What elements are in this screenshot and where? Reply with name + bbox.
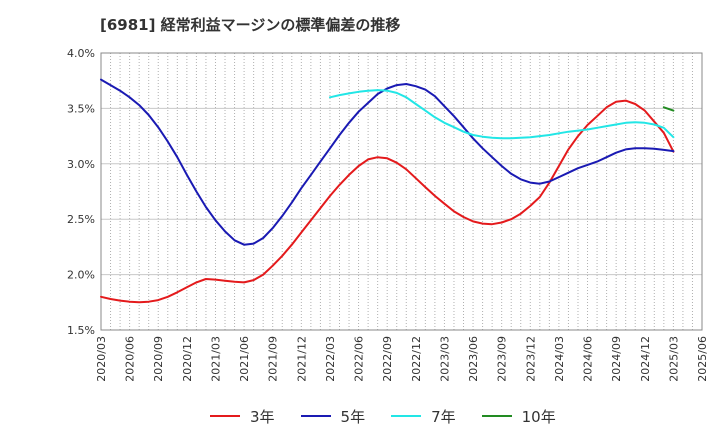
x-tick-label: 2022/09 — [381, 336, 394, 382]
series-line-2 — [100, 78, 675, 246]
legend-swatch — [391, 415, 422, 417]
x-tick-label: 2024/12 — [639, 336, 652, 382]
legend-label: 5年 — [340, 407, 366, 426]
series-line-3 — [329, 89, 675, 140]
legend-swatch — [481, 415, 512, 417]
legend-item-2: 5年 — [300, 406, 366, 427]
x-tick-label: 2025/03 — [667, 336, 680, 382]
x-tick-label: 2022/06 — [353, 336, 366, 382]
legend-item-1: 3年 — [210, 406, 275, 427]
x-tick-label: 2021/03 — [209, 336, 222, 382]
series-line-1 — [100, 99, 675, 304]
x-tick-label: 2020/09 — [152, 336, 165, 382]
x-tick-label: 2022/12 — [410, 336, 423, 382]
x-tick-label: 2022/03 — [324, 336, 337, 382]
x-tick-label: 2024/09 — [610, 336, 623, 382]
y-tick-label: 1.5% — [67, 324, 95, 337]
x-tick-label: 2021/09 — [267, 336, 280, 382]
legend: 3年 5年 7年 10年 — [210, 404, 556, 428]
x-tick-label: 2020/06 — [124, 336, 137, 382]
x-tick-label: 2023/09 — [496, 336, 509, 382]
y-tick-label: 3.5% — [67, 102, 95, 115]
plot-frame — [100, 52, 703, 331]
chart-title: [6981] 経常利益マージンの標準偏差の推移 — [100, 16, 401, 34]
legend-swatch — [210, 415, 240, 417]
y-tick-label: 2.5% — [67, 213, 95, 226]
x-tick-label: 2023/12 — [524, 336, 537, 382]
x-tick-label: 2021/06 — [238, 336, 251, 382]
x-tick-label: 2023/03 — [438, 336, 451, 382]
y-tick-label: 4.0% — [67, 47, 95, 60]
legend-item-3: 7年 — [391, 406, 456, 427]
x-tick-label: 2025/06 — [696, 336, 709, 382]
x-tick-label: 2023/06 — [467, 336, 480, 382]
series-line-4 — [662, 106, 675, 112]
x-tick-label: 2020/12 — [181, 336, 194, 382]
legend-swatch — [300, 415, 331, 417]
x-tick-label: 2024/03 — [553, 336, 566, 382]
y-tick-label: 3.0% — [67, 158, 95, 171]
x-tick-label: 2024/06 — [582, 336, 595, 382]
legend-label: 3年 — [250, 407, 275, 426]
x-tick-label: 2021/12 — [295, 336, 308, 382]
legend-label: 10年 — [521, 407, 556, 426]
legend-label: 7年 — [431, 407, 456, 426]
x-tick-label: 2020/03 — [95, 336, 108, 382]
y-tick-label: 2.0% — [67, 269, 95, 282]
legend-item-4: 10年 — [481, 406, 556, 427]
